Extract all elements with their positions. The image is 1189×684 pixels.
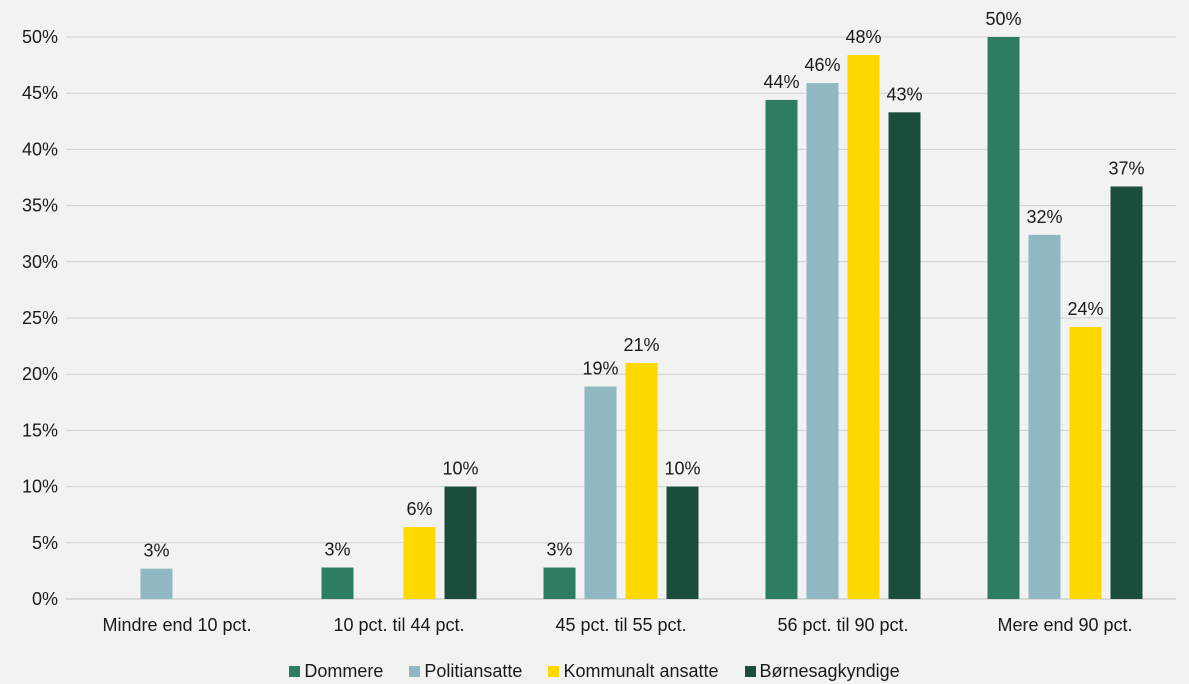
bar [584, 386, 617, 599]
legend-swatch [548, 665, 560, 677]
data-label: 24% [1067, 299, 1103, 319]
y-tick-label: 10% [22, 477, 58, 497]
y-tick-label: 35% [22, 196, 58, 216]
bar [140, 568, 173, 599]
y-tick-label: 15% [22, 420, 58, 440]
data-label: 50% [985, 9, 1021, 29]
bar [765, 99, 798, 599]
bar [666, 486, 699, 599]
bar [806, 83, 839, 600]
y-tick-label: 5% [32, 533, 58, 553]
bar [625, 362, 658, 599]
bar [543, 567, 576, 599]
legend-item: Dommere [289, 660, 383, 682]
legend-swatch [744, 665, 756, 677]
y-tick-label: 0% [32, 589, 58, 609]
y-tick-label: 40% [22, 139, 58, 159]
legend-label: Kommunalt ansatte [563, 661, 719, 681]
bar [888, 112, 921, 600]
category-label: 56 pct. til 90 pct. [777, 615, 908, 635]
legend-label: Børnesagkyndige [759, 661, 900, 681]
bar [987, 37, 1020, 599]
legend-label: Politiansatte [424, 661, 523, 681]
data-labels: 3% 3% 6% 10% 3% 19%21% 10% 44%46%48% 43% 50% 32% 24… [143, 9, 1144, 561]
legend-item: Kommunalt ansatte [548, 660, 719, 682]
data-label: 46% [804, 55, 840, 75]
data-label: 48% [845, 27, 881, 47]
category-label: 45 pct. til 55 pct. [555, 615, 686, 635]
data-label: 43% [886, 84, 922, 104]
data-label: 44% [763, 72, 799, 92]
data-label: 3% [546, 540, 572, 560]
data-label: 6% [406, 499, 432, 519]
data-label: 10% [664, 459, 700, 479]
bar [1028, 234, 1061, 599]
y-tick-label: 45% [22, 83, 58, 103]
legend-item: Børnesagkyndige [744, 660, 900, 682]
data-label: 3% [143, 541, 169, 561]
data-label: 32% [1026, 207, 1062, 227]
bar [444, 486, 477, 599]
x-axis-categories: Mindre end 10 pct. 10 pct. til 44 pct. 45 … [102, 615, 1132, 635]
data-label: 21% [623, 335, 659, 355]
bar [321, 567, 354, 599]
y-axis-ticks: 0% 5% 10% 15% 20% 25% 30% 35% 40% 45% 50% [22, 27, 58, 609]
bar [1110, 186, 1143, 599]
y-tick-label: 20% [22, 364, 58, 384]
data-label: 10% [442, 459, 478, 479]
bar [847, 54, 880, 599]
bar [1069, 326, 1102, 599]
data-label: 3% [324, 540, 350, 560]
bar-chart: 0% 5% 10% 15% 20% 25% 30% 35% 40% 45% 50% 3% 3% 6% 10… [22, 9, 1176, 635]
category-label: Mindre end 10 pct. [102, 615, 251, 635]
y-tick-label: 30% [22, 252, 58, 272]
y-tick-label: 50% [22, 27, 58, 47]
bar [403, 527, 436, 599]
legend-swatch [409, 665, 421, 677]
category-label: 10 pct. til 44 pct. [333, 615, 464, 635]
legend-label: Dommere [304, 661, 384, 681]
bars [140, 37, 1143, 600]
legend: Dommere Politiansatte Kommunalt ansatte Bør… [0, 660, 1189, 682]
legend-swatch [289, 665, 301, 677]
category-label: Mere end 90 pct. [997, 615, 1132, 635]
data-label: 37% [1108, 158, 1144, 178]
legend-item: Politiansatte [409, 660, 522, 682]
y-tick-label: 25% [22, 308, 58, 328]
data-label: 19% [582, 359, 618, 379]
